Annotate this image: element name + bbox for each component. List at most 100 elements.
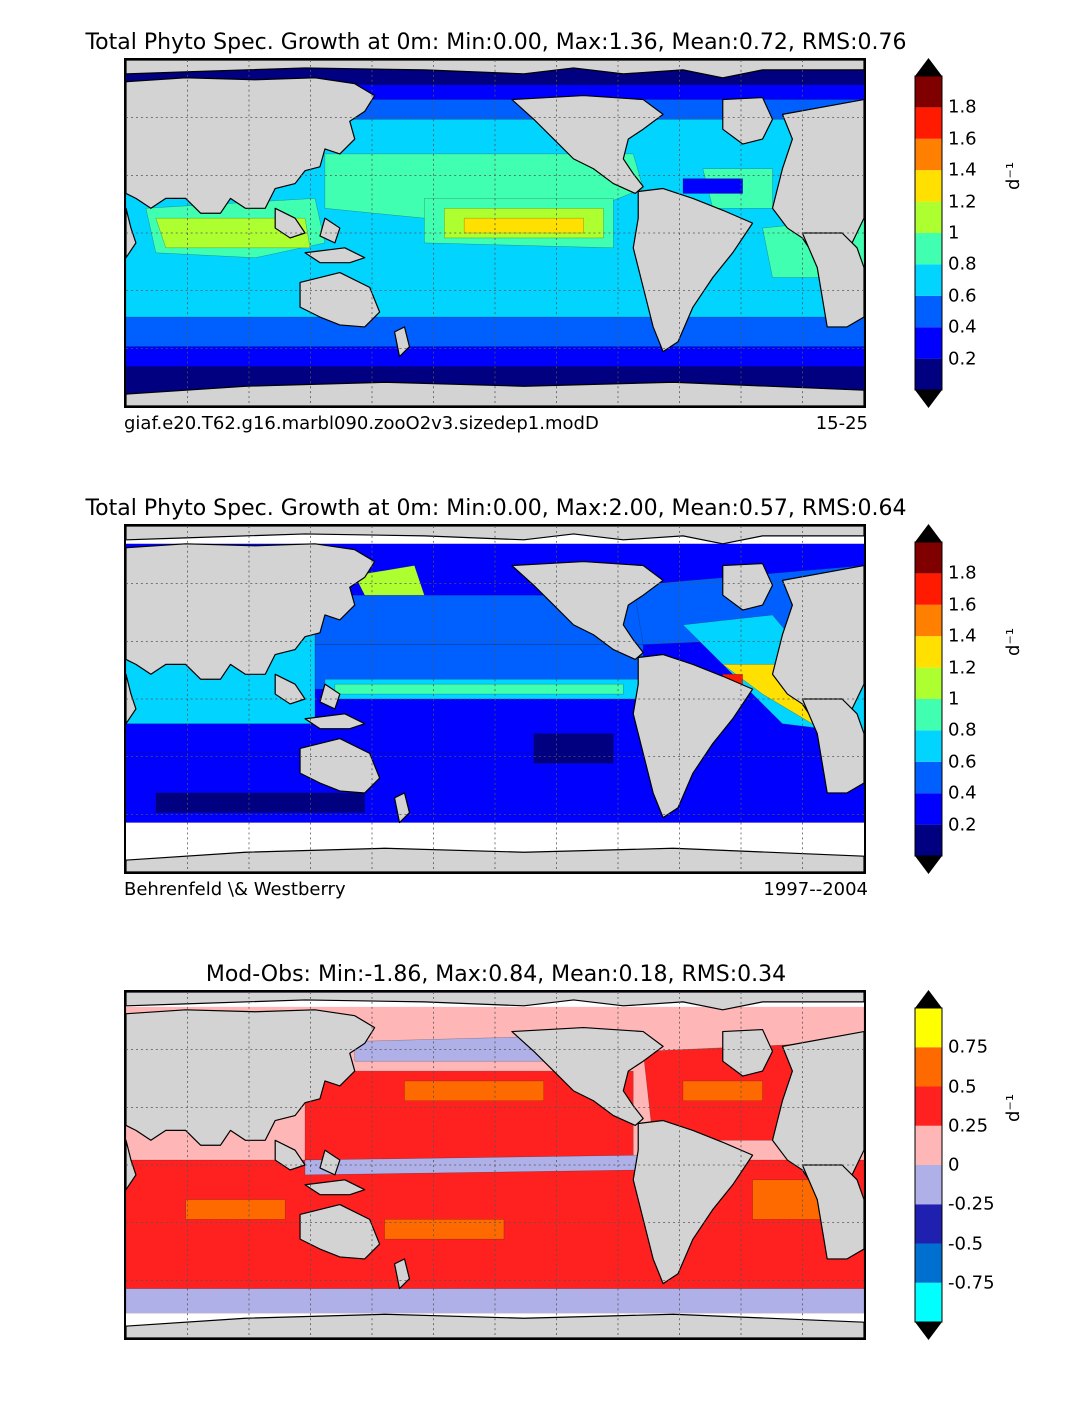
land-mass bbox=[274, 1139, 306, 1171]
colorbar-tick-label: 0.75 bbox=[948, 1036, 989, 1058]
land-mass bbox=[632, 1119, 754, 1285]
land-mass bbox=[304, 1179, 366, 1196]
colorbar-tick-label: 1 bbox=[948, 222, 960, 244]
colorbar-swatch bbox=[915, 327, 942, 359]
colorbar-extend-max bbox=[915, 524, 942, 542]
colorbar-tick-label: 1.2 bbox=[948, 191, 977, 213]
period-label: 15-25 bbox=[815, 413, 868, 434]
field-region bbox=[404, 1080, 544, 1101]
colorbar-extend-max bbox=[915, 58, 942, 76]
land-mass bbox=[722, 562, 774, 611]
colorbar bbox=[914, 524, 943, 874]
colorbar-swatch bbox=[915, 1243, 942, 1283]
colorbar-extend-min bbox=[915, 856, 942, 874]
land-mass bbox=[126, 543, 376, 680]
field-region bbox=[334, 683, 624, 695]
field-region bbox=[533, 733, 614, 764]
land-mass bbox=[299, 1203, 381, 1260]
colorbar-swatch bbox=[915, 1086, 942, 1126]
colorbar-swatch bbox=[915, 761, 942, 794]
map-plot bbox=[124, 58, 866, 408]
land-mass bbox=[511, 560, 664, 661]
map-svg bbox=[126, 992, 864, 1338]
colorbar-tick-label: 1.8 bbox=[948, 562, 977, 584]
colorbar bbox=[914, 990, 943, 1340]
colorbar-swatch bbox=[915, 358, 942, 390]
colorbar-tick-label: 0.4 bbox=[948, 316, 977, 338]
colorbar-frame bbox=[914, 1007, 943, 1323]
field-region bbox=[354, 565, 425, 596]
colorbar-tick-label: 1 bbox=[948, 688, 960, 710]
panel-observations: Total Phyto Spec. Growth at 0m: Min:0.00… bbox=[0, 496, 1065, 951]
colorbar-swatch bbox=[915, 170, 942, 202]
colorbar-tick-label: 1.8 bbox=[948, 96, 977, 118]
land-mass bbox=[511, 94, 664, 195]
colorbar-tick-label: 0 bbox=[948, 1154, 960, 1176]
land-mass bbox=[632, 187, 754, 353]
panel-model: Total Phyto Spec. Growth at 0m: Min:0.00… bbox=[0, 30, 1065, 485]
source-label: Behrenfeld \& Westberry bbox=[124, 879, 346, 900]
colorbar-swatch bbox=[915, 1165, 942, 1205]
colorbar-tick-label: 1.2 bbox=[948, 657, 977, 679]
colorbar-tick-label: -0.75 bbox=[948, 1272, 995, 1294]
field-region bbox=[155, 217, 311, 249]
colorbar bbox=[914, 58, 943, 408]
land-mass bbox=[393, 1258, 411, 1290]
colorbar-swatch bbox=[915, 295, 942, 328]
land-mass bbox=[632, 653, 754, 819]
colorbar-tick-label: 0.2 bbox=[948, 348, 977, 370]
colorbar-swatch bbox=[915, 793, 942, 825]
colorbar-swatch bbox=[915, 699, 942, 731]
land-mass bbox=[319, 683, 341, 710]
field-region bbox=[185, 1199, 286, 1220]
period-label: 1997--2004 bbox=[763, 879, 868, 900]
colorbar-extend-max bbox=[915, 990, 942, 1008]
chart-title: Mod-Obs: Min:-1.86, Max:0.84, Mean:0.18,… bbox=[205, 962, 787, 987]
colorbar-swatch bbox=[915, 604, 942, 637]
colorbar-tick-label: -0.5 bbox=[948, 1233, 984, 1254]
land-mass bbox=[274, 207, 306, 239]
land-mass bbox=[304, 247, 366, 264]
colorbar-tick-label: 0.6 bbox=[948, 751, 977, 773]
land-mass bbox=[126, 992, 864, 1011]
chart-title: Total Phyto Spec. Growth at 0m: Min:0.00… bbox=[85, 30, 907, 55]
colorbar-svg bbox=[914, 58, 943, 408]
colorbar-swatch bbox=[915, 1047, 942, 1087]
colorbar-swatch bbox=[915, 233, 942, 265]
colorbar-swatch bbox=[915, 1204, 942, 1244]
colorbar-tick-label: 1.6 bbox=[948, 594, 977, 616]
colorbar-swatch bbox=[915, 573, 942, 605]
land-mass bbox=[319, 217, 341, 244]
land-mass bbox=[319, 1149, 341, 1176]
colorbar-extend-min bbox=[915, 1322, 942, 1340]
colorbar-swatch bbox=[915, 1282, 942, 1322]
colorbar-tick-label: 0.2 bbox=[948, 814, 977, 836]
colorbar-tick-label: 0.8 bbox=[948, 253, 977, 275]
land-mass bbox=[274, 673, 306, 705]
colorbar-tick-label: -0.25 bbox=[948, 1193, 995, 1215]
land-mass bbox=[299, 271, 381, 328]
land-mass bbox=[299, 737, 381, 794]
colorbar-swatch bbox=[915, 201, 942, 233]
colorbar-tick-label: 0.5 bbox=[948, 1076, 977, 1097]
land-mass bbox=[722, 1028, 774, 1077]
map-plot bbox=[124, 990, 866, 1340]
colorbar-tick-label: 1.6 bbox=[948, 128, 977, 150]
field-region bbox=[463, 217, 584, 234]
land-mass bbox=[304, 713, 366, 730]
colorbar-tick-label: 0.4 bbox=[948, 782, 977, 804]
field-region bbox=[682, 1080, 763, 1101]
colorbar-swatch bbox=[915, 107, 942, 139]
colorbar-swatch bbox=[915, 636, 942, 668]
colorbar-tick-label: 1.4 bbox=[948, 159, 977, 181]
colorbar-frame bbox=[914, 541, 943, 857]
land-mass bbox=[801, 232, 864, 328]
land-mass bbox=[393, 326, 411, 358]
colorbar-unit-label: d⁻¹ bbox=[1003, 627, 1024, 656]
colorbar-swatch bbox=[915, 76, 942, 108]
colorbar-tick-label: 0.8 bbox=[948, 719, 977, 741]
colorbar-swatch bbox=[915, 138, 942, 171]
land-mass bbox=[126, 60, 864, 79]
colorbar-tick-label: 0.25 bbox=[948, 1115, 989, 1137]
run-name-label: giaf.e20.T62.g16.marbl090.zooO2v3.sizede… bbox=[124, 413, 599, 434]
